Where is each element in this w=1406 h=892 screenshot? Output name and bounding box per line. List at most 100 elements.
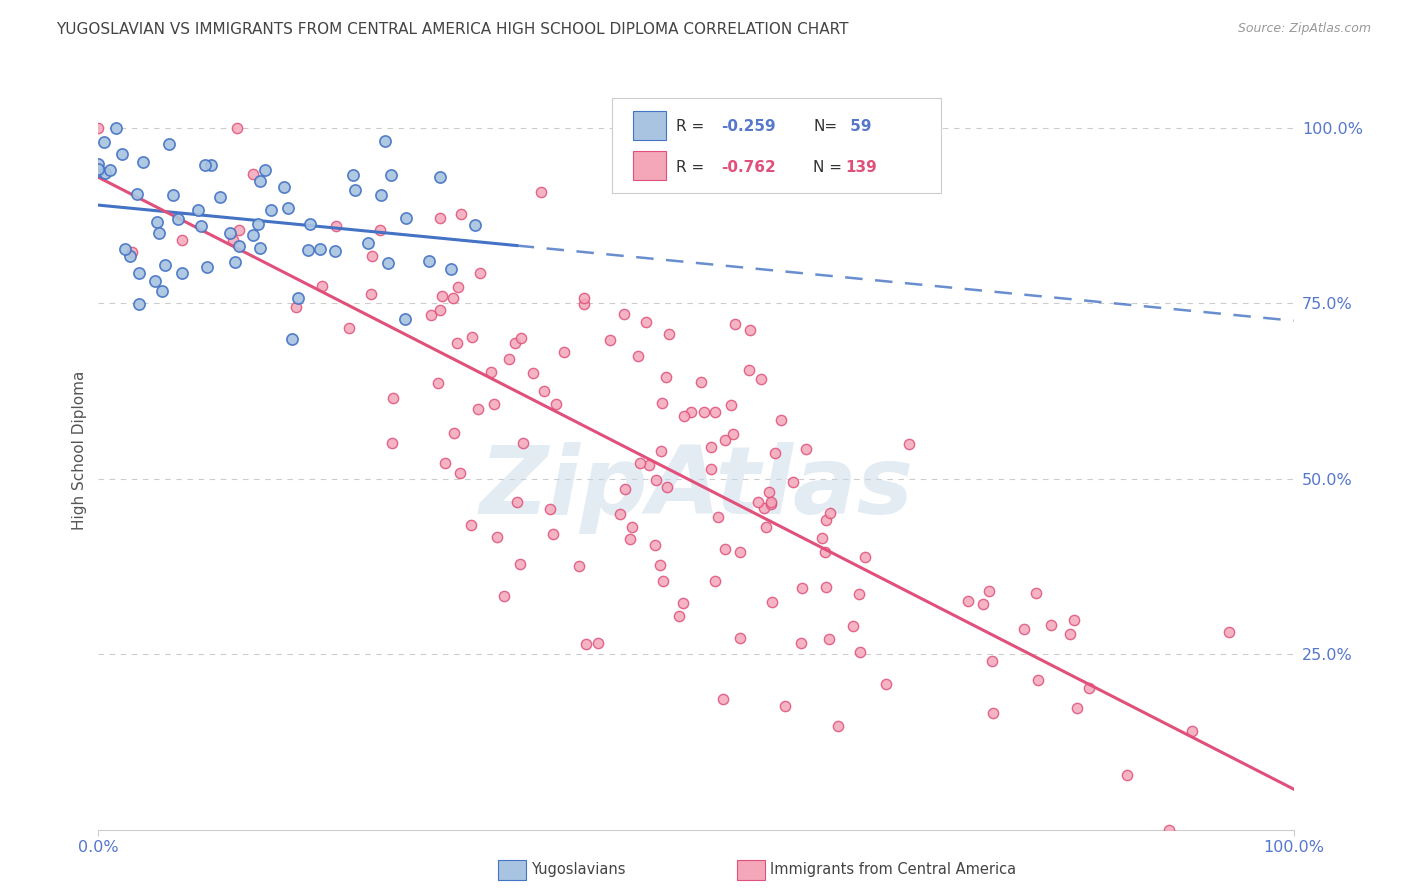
Point [297, 243, 319, 257]
Point [380, 169, 402, 183]
Point [586, 635, 609, 649]
Point [242, 228, 264, 243]
Point [814, 545, 837, 559]
Point [118, 248, 141, 262]
Point [228, 239, 250, 253]
Point [510, 331, 533, 345]
Point [468, 266, 491, 280]
Point [619, 532, 641, 546]
Point [1025, 586, 1047, 600]
Point [443, 426, 465, 441]
Point [242, 167, 264, 181]
Point [679, 405, 702, 419]
Point [721, 426, 744, 441]
Point [194, 158, 217, 172]
Point [782, 475, 804, 490]
Point [1066, 701, 1088, 715]
Point [374, 134, 396, 148]
Point [769, 412, 792, 426]
Point [728, 545, 751, 559]
Point [360, 287, 382, 301]
Point [447, 280, 470, 294]
Point [1063, 613, 1085, 627]
Point [226, 120, 249, 135]
Point [672, 596, 695, 610]
Point [1218, 624, 1240, 639]
Text: -0.259: -0.259 [721, 119, 776, 134]
Text: Yugoslavians: Yugoslavians [531, 863, 626, 877]
Point [311, 279, 333, 293]
Point [658, 326, 681, 341]
Point [98, 163, 121, 178]
Point [323, 244, 346, 259]
Point [146, 215, 169, 229]
Point [541, 527, 564, 541]
Point [157, 136, 180, 151]
Text: YUGOSLAVIAN VS IMMIGRANTS FROM CENTRAL AMERICA HIGH SCHOOL DIPLOMA CORRELATION C: YUGOSLAVIAN VS IMMIGRANTS FROM CENTRAL A… [56, 22, 849, 37]
Point [450, 207, 472, 221]
Point [1116, 767, 1139, 781]
Point [87, 162, 110, 177]
Point [714, 433, 737, 447]
Point [166, 212, 188, 227]
Point [1181, 724, 1204, 739]
Point [342, 168, 364, 182]
Point [361, 249, 384, 263]
Point [763, 446, 786, 460]
Point [848, 586, 870, 600]
Point [484, 397, 506, 411]
Point [430, 289, 453, 303]
Point [277, 201, 299, 215]
Point [381, 436, 404, 450]
Point [357, 236, 380, 251]
Text: 59: 59 [845, 119, 872, 134]
Point [898, 437, 921, 451]
Point [506, 495, 529, 509]
Point [287, 291, 309, 305]
Point [614, 483, 637, 497]
Point [634, 315, 657, 329]
Point [105, 120, 128, 135]
Point [309, 242, 332, 256]
Point [429, 303, 451, 318]
Point [498, 351, 520, 366]
Point [325, 219, 347, 234]
Point [449, 466, 471, 480]
Point [690, 375, 713, 389]
Point [761, 595, 783, 609]
Bar [633, 112, 666, 140]
Point [128, 266, 150, 280]
Point [162, 187, 184, 202]
Point [87, 120, 110, 135]
Point [613, 307, 636, 321]
Point [575, 637, 598, 651]
Point [1157, 822, 1180, 837]
Point [1077, 681, 1099, 695]
Point [343, 183, 366, 197]
Point [522, 366, 544, 380]
Text: N =: N = [813, 161, 842, 176]
Point [637, 458, 659, 472]
Point [818, 632, 841, 646]
Point [628, 456, 651, 470]
Point [494, 589, 516, 603]
Point [752, 500, 775, 515]
Point [704, 574, 727, 588]
Point [707, 510, 730, 524]
Point [209, 189, 232, 203]
Point [720, 398, 742, 412]
Point [972, 597, 994, 611]
Point [842, 619, 865, 633]
Point [794, 442, 817, 457]
Point [553, 345, 575, 359]
Text: Source: ZipAtlas.com: Source: ZipAtlas.com [1237, 22, 1371, 36]
Text: 139: 139 [845, 161, 877, 176]
Point [977, 584, 1000, 599]
Point [544, 397, 567, 411]
Point [700, 440, 723, 454]
Point [281, 332, 304, 346]
Point [512, 436, 534, 450]
Point [651, 396, 673, 410]
Point [509, 558, 531, 572]
Point [1040, 618, 1063, 632]
